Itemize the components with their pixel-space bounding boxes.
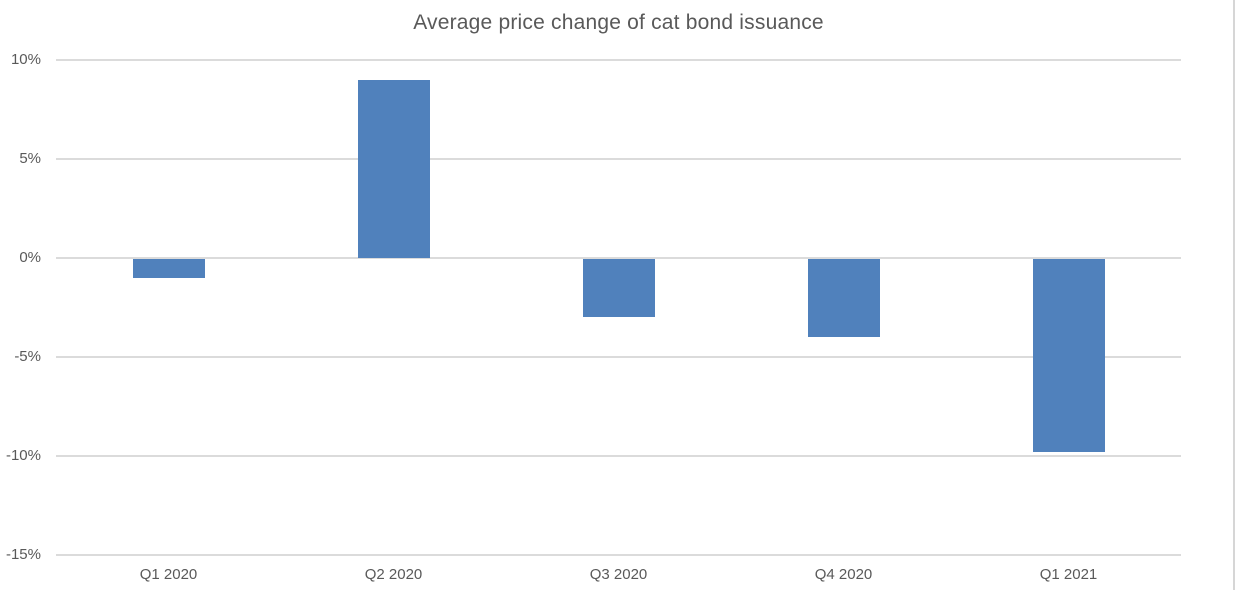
y-tick-label: -15% [5, 546, 41, 563]
bar [808, 259, 880, 337]
plot-area [56, 59, 1181, 556]
gridline [56, 455, 1181, 457]
x-tick-label: Q4 2020 [814, 566, 873, 583]
bar [358, 80, 430, 258]
gridline [56, 356, 1181, 358]
gridline [56, 158, 1181, 160]
x-tick-label: Q1 2021 [1039, 566, 1098, 583]
window-right-border [1233, 0, 1235, 590]
gridline [56, 59, 1181, 61]
y-tick-label: -10% [5, 447, 41, 464]
y-tick-label: 0% [19, 249, 41, 266]
chart-title: Average price change of cat bond issuanc… [413, 11, 824, 34]
y-tick-label: 5% [19, 150, 41, 167]
x-tick-label: Q2 2020 [364, 566, 423, 583]
gridline [56, 257, 1181, 259]
x-tick-label: Q3 2020 [589, 566, 648, 583]
y-tick-label: 10% [10, 51, 41, 68]
bar [133, 259, 205, 278]
x-tick-label: Q1 2020 [139, 566, 198, 583]
y-tick-label: -5% [14, 348, 41, 365]
bar [1033, 259, 1105, 452]
bar [583, 259, 655, 317]
gridline [56, 554, 1181, 556]
